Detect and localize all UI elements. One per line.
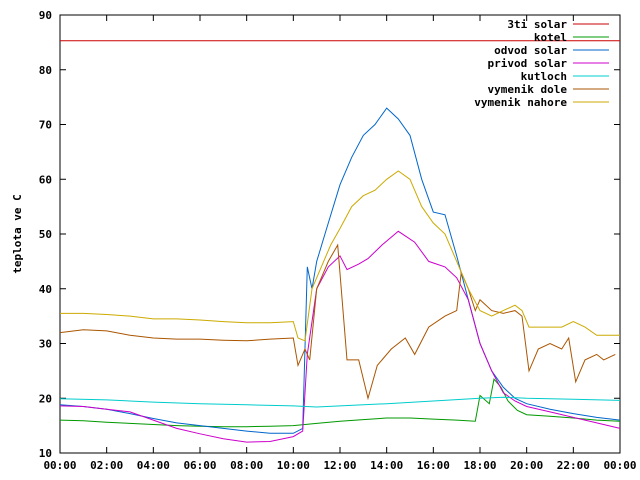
x-tick-label: 06:00 [183,459,216,472]
x-tick-label: 12:00 [323,459,356,472]
x-tick-label: 08:00 [230,459,263,472]
x-tick-label: 20:00 [510,459,543,472]
y-axis-label: teplota ve C [11,194,24,273]
series-line-vymenik-dole [59,243,616,401]
x-tick-label: 00:00 [603,459,636,472]
series-line-kotel [59,377,621,428]
series-line-privod-solar [59,230,621,443]
legend-label: odvod solar [494,44,567,57]
y-tick-label: 10 [39,447,52,460]
x-tick-label: 14:00 [370,459,403,472]
series-line-odvod-solar [59,107,621,434]
x-tick-label: 22:00 [557,459,590,472]
series-line-kutloch [59,396,621,408]
legend-label: kotel [534,31,567,44]
x-tick-label: 02:00 [90,459,123,472]
y-tick-label: 70 [39,119,52,132]
x-tick-label: 18:00 [463,459,496,472]
x-tick-label: 00:00 [43,459,76,472]
y-tick-label: 80 [39,64,52,77]
y-tick-label: 90 [39,9,52,22]
legend-label: vymenik dole [488,83,568,96]
x-tick-label: 16:00 [417,459,450,472]
legend-label: kutloch [521,70,567,83]
legend-label: vymenik nahore [474,96,567,109]
y-tick-label: 40 [39,283,52,296]
y-tick-label: 50 [39,228,52,241]
y-tick-label: 60 [39,173,52,186]
x-tick-label: 10:00 [277,459,310,472]
legend-label: 3ti solar [507,18,567,31]
y-tick-label: 30 [39,338,52,351]
y-tick-label: 20 [39,392,52,405]
x-tick-label: 04:00 [137,459,170,472]
legend-label: privod solar [488,57,568,70]
series-line-vymenik-nahore [60,170,620,342]
